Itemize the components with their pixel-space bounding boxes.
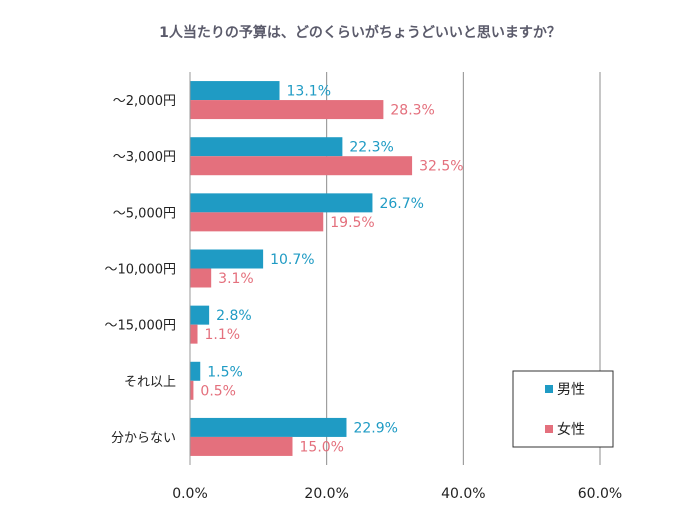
bar-male [190,305,210,325]
data-label-female: 0.5% [200,383,236,399]
data-label-male: 2.8% [216,308,252,324]
category-labels: ～2,000円 ～3,000円 ～5,000円 ～10,000円 ～15,000円それ以… [105,94,177,446]
bar-female [190,324,198,344]
bar-female [190,268,212,288]
category-label: ～10,000円 [105,263,177,278]
chart-title: 1人当たりの予算は、どのくらいがちょうどいいと思いますか？ [159,24,561,41]
bars: 13.1% 28.3% 22.3% 32.5% 26.7% 19.5% 10.7% 3.1% 2… [190,81,464,456]
category-label: ～3,000円 [113,150,176,165]
bar-male [190,81,280,101]
data-label-female: 3.1% [218,271,254,287]
bar-male [190,361,201,381]
data-label-female: 15.0% [300,439,344,455]
legend-swatch-male [545,385,553,393]
legend-label-male: 男性 [557,382,585,398]
bar-male [190,417,347,437]
x-tick-labels: 0.0% 20.0% 40.0% 60.0% [172,486,622,502]
data-label-female: 1.1% [205,327,241,343]
x-tick-label: 20.0% [304,486,348,502]
data-label-male: 1.5% [207,364,243,380]
bar-female [190,100,384,120]
bar-male [190,137,343,157]
category-label: それ以上 [124,375,176,390]
category-label: 分からない [111,431,176,446]
data-label-female: 19.5% [330,215,374,231]
bar-female [190,156,413,176]
category-label: ～5,000円 [113,206,176,221]
bar-female [190,380,194,400]
data-label-male: 22.3% [349,140,393,156]
bar-female [190,212,324,232]
x-tick-label: 40.0% [441,486,485,502]
legend-box [512,370,614,448]
bar-male [190,193,373,213]
category-label: ～2,000円 [113,94,176,109]
data-label-female: 28.3% [390,103,434,119]
category-label: ～15,000円 [105,319,177,334]
data-label-female: 32.5% [419,159,463,175]
data-label-male: 26.7% [379,196,423,212]
x-tick-label: 0.0% [172,486,208,502]
legend: 男性 女性 [512,370,614,448]
legend-label-female: 女性 [557,421,585,438]
data-label-male: 22.9% [353,420,397,436]
x-tick-label: 60.0% [578,486,622,502]
bar-male [190,249,264,269]
bar-female [190,436,293,456]
data-label-male: 13.1% [287,84,331,100]
legend-swatch-female [545,425,553,433]
data-label-male: 10.7% [270,252,314,268]
